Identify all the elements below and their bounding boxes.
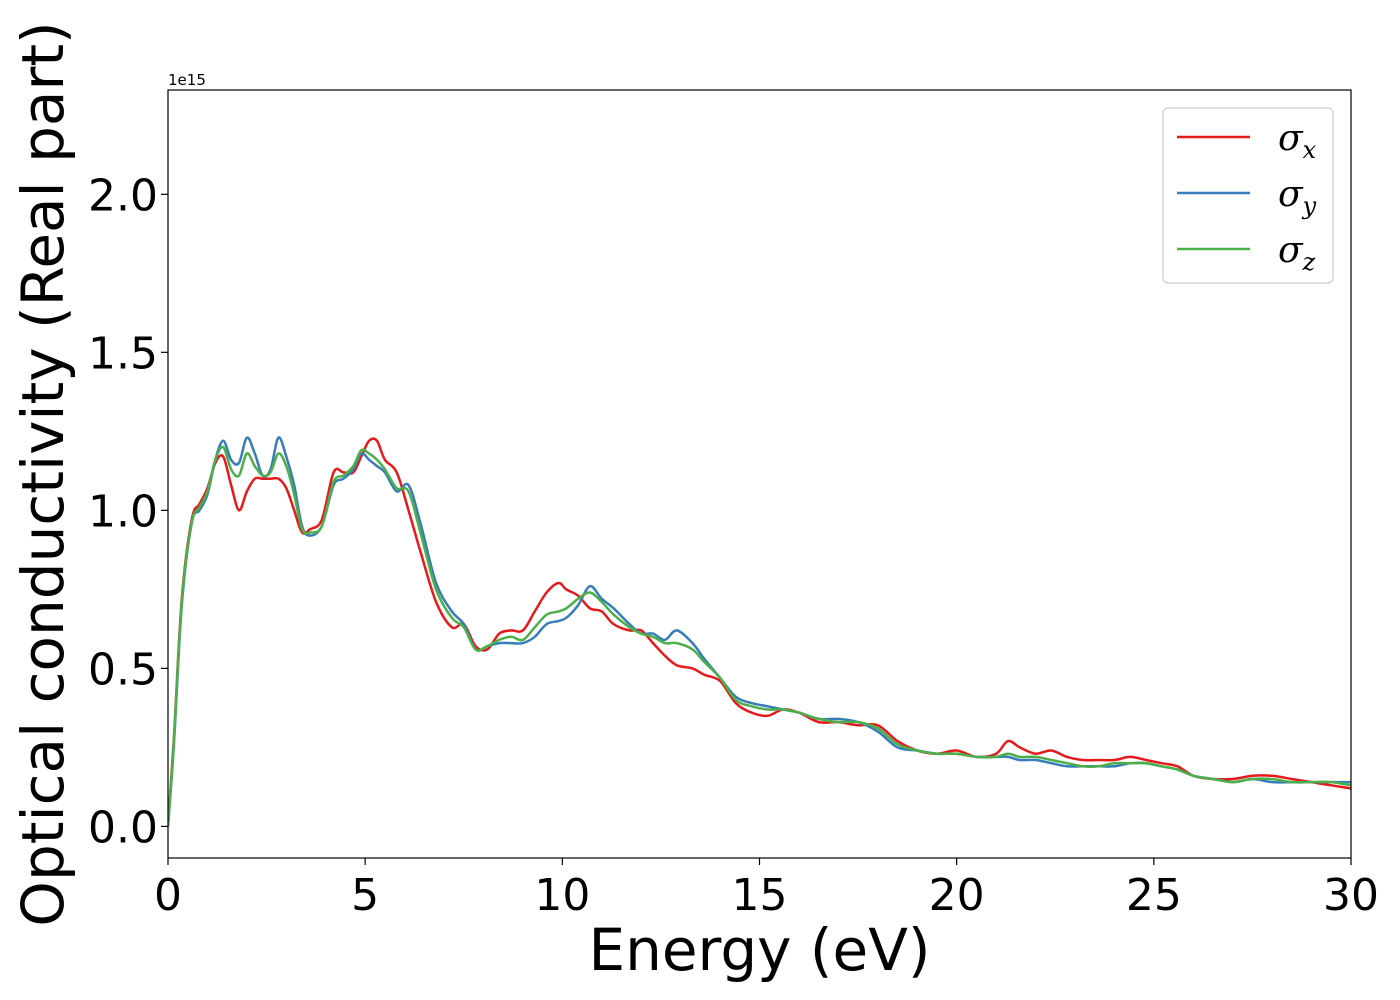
series-line-z — [168, 445, 1351, 827]
x-tick-label: 20 — [929, 870, 985, 921]
x-tick-label: 25 — [1126, 870, 1182, 921]
legend-label-y: σy — [1278, 174, 1317, 220]
x-tick-label: 5 — [351, 870, 379, 921]
x-axis-label: Energy (eV) — [588, 916, 930, 984]
x-tick-label: 0 — [154, 870, 182, 921]
y-tick-label: 1.5 — [88, 328, 158, 379]
y-tick-label: 0.5 — [88, 644, 158, 695]
y-offset-label: 1e15 — [168, 71, 206, 89]
x-tick-label: 30 — [1323, 870, 1379, 921]
y-tick-label: 1.0 — [88, 486, 158, 537]
legend-label-z: σz — [1278, 230, 1316, 276]
series-layer — [168, 436, 1351, 827]
legend: σx σy σz — [1162, 107, 1334, 284]
legend-label-x: σx — [1278, 118, 1317, 164]
x-axis-ticks: 0 5 10 15 20 25 30 — [154, 858, 1379, 921]
y-axis-label: Optical conductivity (Real part) — [9, 21, 77, 926]
legend-box — [1162, 107, 1334, 284]
y-tick-label: 2.0 — [88, 170, 158, 221]
series-line-x — [168, 437, 1351, 827]
y-tick-label: 0.0 — [88, 802, 158, 853]
x-tick-label: 10 — [534, 870, 590, 921]
x-tick-label: 15 — [732, 870, 788, 921]
y-axis-ticks: 0.0 0.5 1.0 1.5 2.0 — [88, 170, 168, 853]
